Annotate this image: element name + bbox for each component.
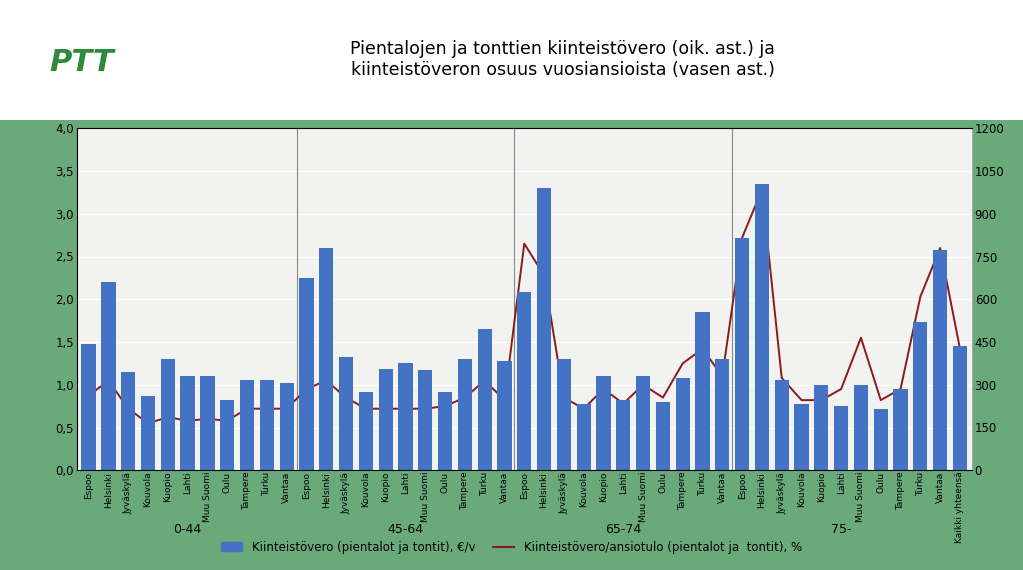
- Bar: [755, 184, 769, 470]
- Text: 0-44: 0-44: [174, 523, 202, 536]
- Bar: [457, 359, 472, 470]
- Text: PTT: PTT: [49, 48, 115, 77]
- Bar: [438, 392, 452, 470]
- Bar: [636, 376, 651, 470]
- Bar: [180, 376, 194, 470]
- Bar: [319, 248, 333, 470]
- Bar: [893, 389, 907, 470]
- Bar: [497, 361, 512, 470]
- Bar: [379, 369, 393, 470]
- Bar: [240, 381, 254, 470]
- Bar: [300, 278, 314, 470]
- Bar: [339, 357, 353, 470]
- Bar: [121, 372, 135, 470]
- Bar: [537, 188, 551, 470]
- Text: 65-74: 65-74: [606, 523, 641, 536]
- Bar: [656, 402, 670, 470]
- Bar: [795, 404, 808, 470]
- Bar: [874, 409, 888, 470]
- Bar: [518, 292, 531, 470]
- Bar: [478, 329, 492, 470]
- Bar: [616, 400, 630, 470]
- Bar: [82, 344, 96, 470]
- Bar: [596, 376, 611, 470]
- Bar: [418, 370, 433, 470]
- Bar: [161, 359, 175, 470]
- Bar: [201, 376, 215, 470]
- Bar: [834, 406, 848, 470]
- Bar: [814, 385, 829, 470]
- Bar: [914, 322, 928, 470]
- Bar: [933, 250, 947, 470]
- Bar: [715, 359, 729, 470]
- Legend: Kiinteistövero (pientalot ja tontit), €/v, Kiinteistövero/ansiotulo (pientalot j: Kiinteistövero (pientalot ja tontit), €/…: [216, 536, 807, 559]
- Bar: [696, 312, 710, 470]
- Bar: [735, 238, 749, 470]
- Text: 75-: 75-: [831, 523, 851, 536]
- Bar: [101, 282, 116, 470]
- Bar: [952, 346, 967, 470]
- Bar: [774, 381, 789, 470]
- Text: Pientalojen ja tonttien kiinteistövero (oik. ast.) ja
kiinteistöveron osuus vuos: Pientalojen ja tonttien kiinteistövero (…: [350, 40, 775, 79]
- Bar: [220, 400, 234, 470]
- Text: 45-64: 45-64: [388, 523, 424, 536]
- Bar: [359, 392, 373, 470]
- Bar: [141, 396, 155, 470]
- Bar: [279, 383, 294, 470]
- Bar: [577, 404, 591, 470]
- Bar: [675, 378, 690, 470]
- Bar: [398, 364, 412, 470]
- Bar: [854, 385, 869, 470]
- Bar: [260, 381, 274, 470]
- Bar: [557, 359, 571, 470]
